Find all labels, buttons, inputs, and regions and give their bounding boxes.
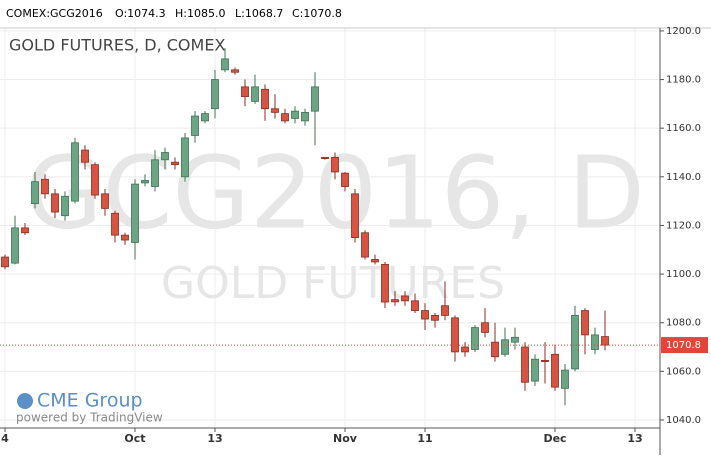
candle-body bbox=[531, 358, 539, 382]
candle-body bbox=[441, 305, 449, 316]
candle-body bbox=[211, 79, 219, 110]
candle-body bbox=[301, 111, 309, 122]
candle-body bbox=[521, 346, 529, 383]
candle-body bbox=[411, 300, 419, 311]
last-price-label: 1070.8 bbox=[666, 340, 701, 351]
candle-body bbox=[401, 295, 409, 302]
candle-body bbox=[541, 360, 549, 363]
candle-body bbox=[291, 110, 299, 119]
candle-body bbox=[241, 86, 249, 97]
candle-body bbox=[171, 161, 179, 166]
candle-body bbox=[111, 212, 119, 236]
candle-body bbox=[261, 88, 269, 110]
candle-body bbox=[361, 232, 369, 258]
candle-body bbox=[1, 256, 9, 268]
candle-body bbox=[101, 193, 109, 209]
candle-body bbox=[561, 369, 569, 389]
candle-body bbox=[161, 152, 169, 161]
symbol: COMEX:GCG2016 bbox=[6, 7, 103, 20]
candle-body bbox=[91, 164, 99, 196]
y-tick-label: 1160.0 bbox=[666, 123, 701, 134]
ohlc: C:1070.8 bbox=[292, 7, 342, 20]
candle-body bbox=[591, 334, 599, 350]
x-tick-label: Nov bbox=[333, 432, 358, 445]
x-tick-label: 13 bbox=[207, 432, 222, 445]
candle-body bbox=[271, 108, 279, 113]
candle-body bbox=[331, 156, 339, 173]
candle-body bbox=[311, 86, 319, 112]
candle-body bbox=[231, 69, 239, 73]
candle-body bbox=[131, 183, 139, 243]
y-tick-label: 1120.0 bbox=[666, 220, 701, 231]
logo: CME Group bbox=[37, 390, 143, 412]
ohlc: O:1074.3 bbox=[115, 7, 166, 20]
candle-body bbox=[201, 113, 209, 122]
last-price-box bbox=[661, 337, 708, 354]
candle-body bbox=[21, 227, 29, 234]
candle-body bbox=[341, 172, 349, 187]
candle-body bbox=[81, 149, 89, 163]
candle-body bbox=[511, 336, 519, 343]
y-tick-label: 1180.0 bbox=[666, 75, 701, 86]
candle-body bbox=[151, 159, 159, 187]
candle-body bbox=[51, 193, 59, 213]
chart-title: GOLD FUTURES, D, COMEX bbox=[9, 36, 225, 55]
candle-body bbox=[461, 346, 469, 353]
candle-body bbox=[451, 317, 459, 353]
candle-body bbox=[121, 234, 129, 241]
candle-body bbox=[491, 341, 499, 358]
x-tick-label: 11 bbox=[417, 432, 432, 445]
ohlc: H:1085.0 bbox=[175, 7, 225, 20]
candle-body bbox=[221, 58, 229, 71]
x-tick-label: 4 bbox=[1, 432, 9, 445]
candle-body bbox=[551, 353, 559, 388]
candle-body bbox=[351, 193, 359, 239]
x-tick-label: 13 bbox=[627, 432, 642, 445]
y-tick-label: 1200.0 bbox=[666, 26, 701, 37]
candle-body bbox=[431, 315, 439, 321]
x-tick-label: Oct bbox=[124, 432, 145, 445]
candle-body bbox=[371, 259, 379, 263]
watermark: GOLD FUTURES bbox=[161, 258, 505, 309]
candle-body bbox=[191, 115, 199, 136]
candle-body bbox=[321, 156, 329, 159]
candle-body bbox=[581, 310, 589, 336]
candle-body bbox=[141, 180, 149, 184]
header: COMEX:GCG2016 O:1074.3 H:1085.0 L:1068.7… bbox=[6, 7, 342, 20]
candle-body bbox=[381, 263, 389, 303]
candle-body bbox=[391, 299, 399, 303]
candle-body bbox=[571, 315, 579, 370]
candle-body bbox=[11, 227, 19, 264]
y-tick-label: 1140.0 bbox=[666, 172, 701, 183]
logo-icon bbox=[17, 393, 33, 409]
candle-body bbox=[61, 195, 69, 217]
candle-body bbox=[471, 327, 479, 350]
ohlc: L:1068.7 bbox=[235, 7, 283, 20]
y-tick-label: 1100.0 bbox=[666, 269, 701, 280]
candle-body bbox=[421, 310, 429, 320]
y-tick-label: 1040.0 bbox=[666, 415, 701, 426]
candle-body bbox=[41, 178, 49, 195]
candle-body bbox=[281, 113, 289, 122]
y-tick-label: 1060.0 bbox=[666, 366, 701, 377]
candle-body bbox=[601, 336, 609, 346]
y-tick-label: 1080.0 bbox=[666, 318, 701, 329]
candle-body bbox=[251, 86, 259, 102]
candle-body bbox=[31, 181, 39, 204]
candle-body bbox=[481, 322, 489, 333]
candle-body bbox=[501, 339, 509, 355]
candle-body bbox=[71, 142, 79, 202]
powered-by: powered by TradingView bbox=[16, 411, 163, 425]
x-tick-label: Dec bbox=[543, 432, 566, 445]
candle-body bbox=[181, 137, 189, 178]
